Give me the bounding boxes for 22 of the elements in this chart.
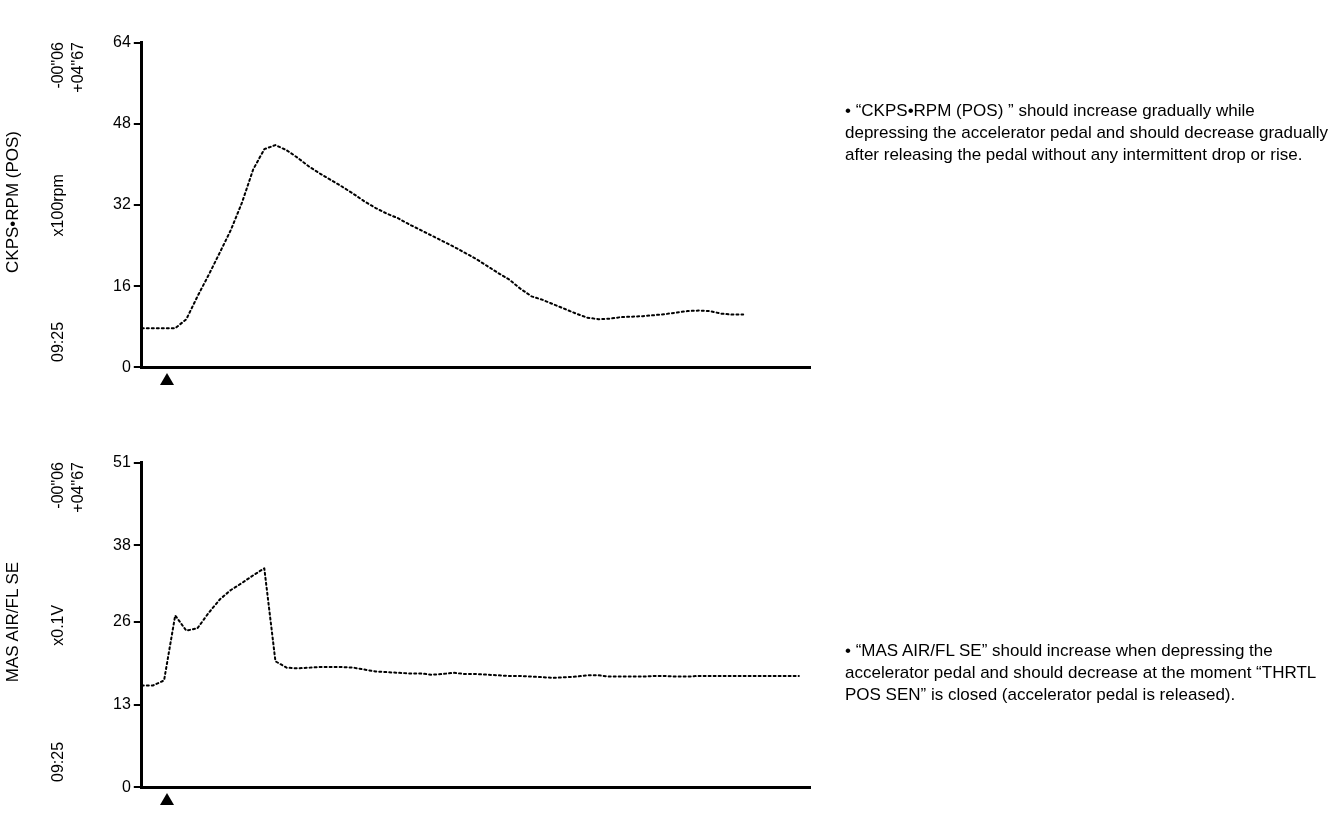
text: -00"06: [48, 462, 67, 509]
y-axis-title: MAS AIR/FL SE: [3, 560, 23, 685]
y-tick-label: 0: [121, 357, 131, 375]
y-tick-label: 16: [113, 276, 131, 294]
y-axis-title: CKPS•RPM (POS): [3, 130, 23, 275]
text: x100rpm: [48, 174, 67, 237]
y-tick-label: 64: [113, 33, 131, 51]
text: 09:25: [48, 321, 67, 362]
text: -00"06: [48, 42, 67, 89]
text: 09:25: [48, 741, 67, 782]
text: x0.1V: [48, 604, 67, 646]
y-tick-label: 13: [113, 695, 131, 713]
y-tick-label: 26: [113, 612, 131, 630]
text: • “CKPS•RPM (POS) ” should increase gradually while depressing the accelerator pedal and should decrease gradually after releasing the pedal without any intermittent drop or rise.: [845, 100, 1329, 166]
text: +04"67: [68, 462, 87, 515]
y-tick-label: 38: [113, 535, 131, 553]
y-tick-label: 0: [121, 777, 131, 795]
y-tick-label: 51: [113, 453, 131, 471]
text: +04"67: [68, 42, 87, 95]
text: • “MAS AIR/FL SE” should increase when depressing the accelerator pedal and should decrease at the moment “THRTL POS SEN” is closed (accelerator pedal is released).: [845, 640, 1317, 706]
y-tick-label: 32: [113, 195, 131, 213]
y-tick-label: 48: [113, 114, 131, 132]
